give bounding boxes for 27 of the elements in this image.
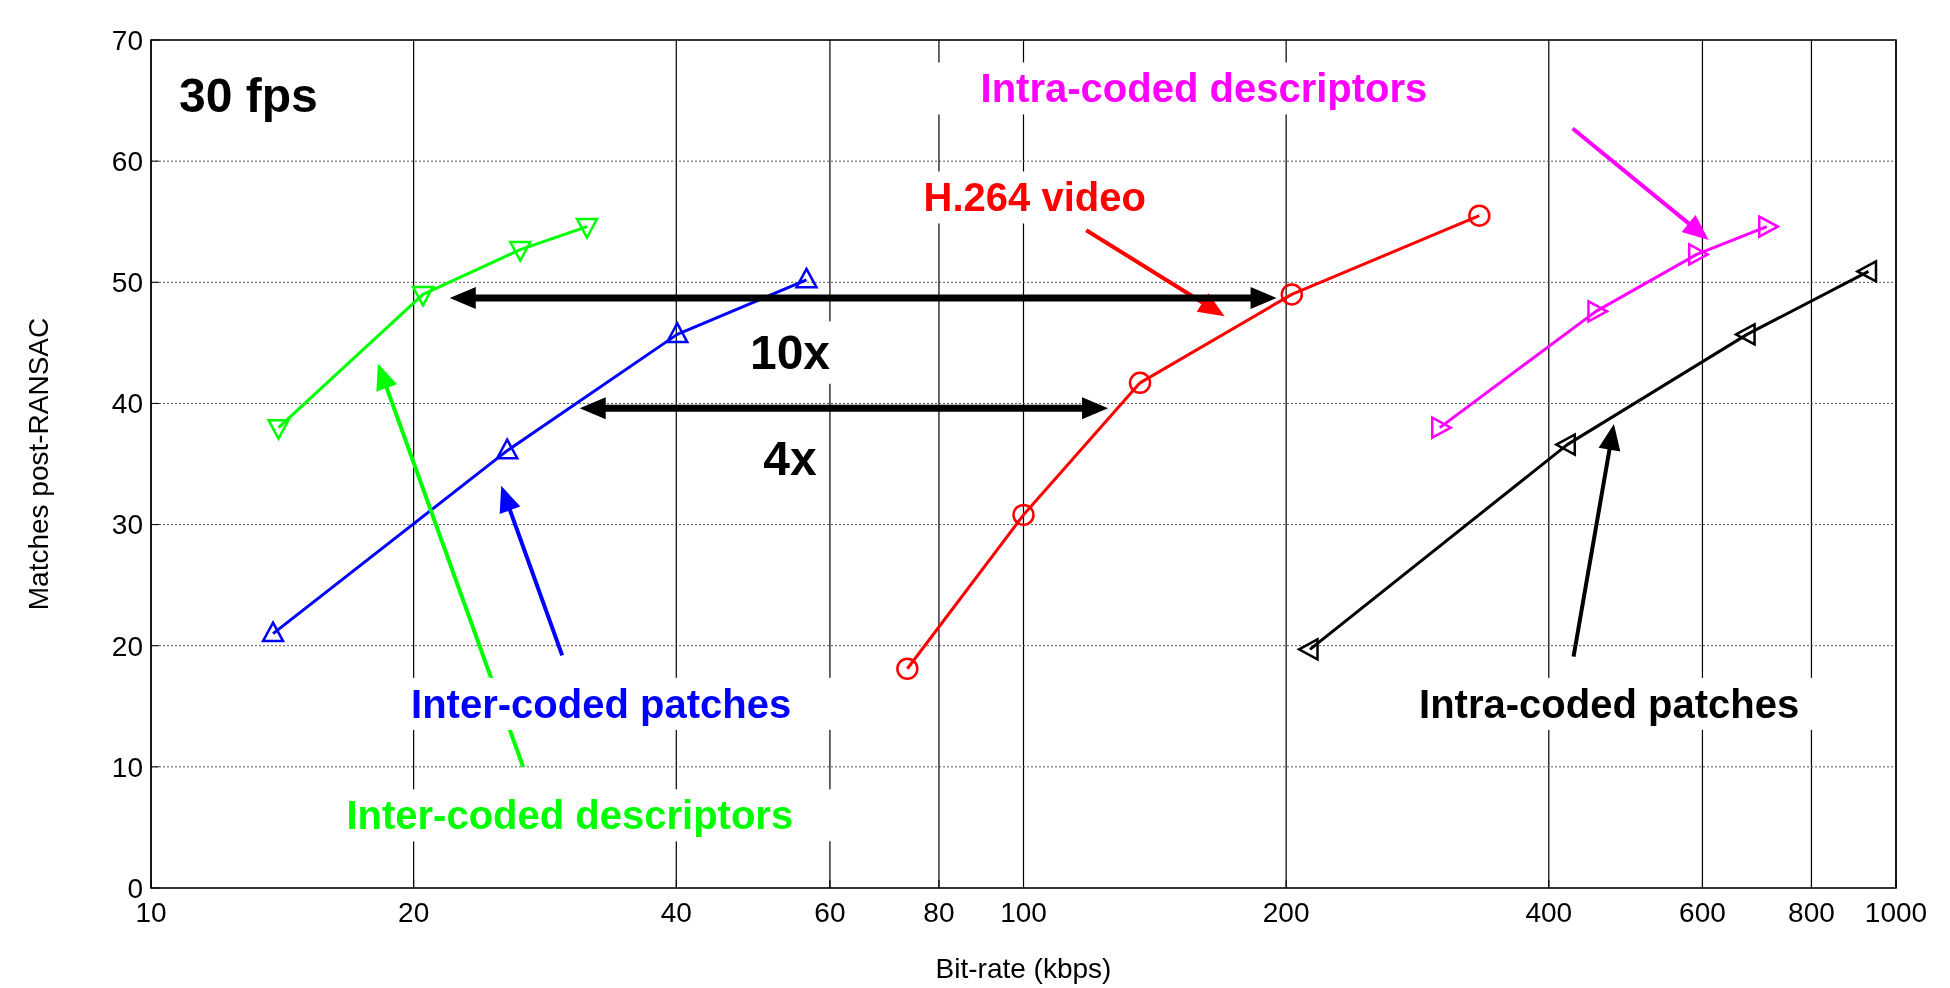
x-tick-label: 40 — [660, 897, 692, 928]
y-tick-label: 70 — [111, 24, 143, 56]
annotation: 30 fps — [179, 69, 318, 122]
x-tick-label: 100 — [1000, 897, 1047, 928]
x-tick-label: 1000 — [1864, 897, 1928, 928]
y-tick-label: 20 — [111, 630, 143, 662]
y-tick-label: 40 — [111, 388, 143, 420]
annotation: 10x — [749, 326, 831, 380]
text: Inter-coded descriptors — [346, 793, 794, 838]
x-tick-label: 20 — [398, 897, 430, 928]
x-tick-label: 200 — [1262, 897, 1310, 928]
text: H.264 video — [923, 175, 1146, 220]
annotation: 4x — [763, 431, 818, 485]
x-tick-label: 80 — [923, 897, 955, 928]
y-tick-label: 50 — [111, 267, 143, 299]
x-tick-label: 800 — [1788, 897, 1835, 928]
x-tick-label: 60 — [814, 897, 846, 928]
x-axis-title: Bit-rate (kbps) — [935, 953, 1112, 984]
y-axis-title: Matches post-RANSAC — [23, 317, 54, 611]
y-tick-label: 10 — [111, 751, 143, 783]
y-tick-label: 30 — [111, 509, 143, 541]
y-tick-label: 60 — [111, 145, 143, 177]
text: Intra-coded descriptors — [980, 66, 1428, 111]
x-tick-label: 400 — [1525, 897, 1573, 928]
text: Intra-coded patches — [1419, 681, 1800, 726]
x-tick-label: 600 — [1679, 897, 1726, 928]
text: Inter-coded patches — [411, 681, 792, 726]
